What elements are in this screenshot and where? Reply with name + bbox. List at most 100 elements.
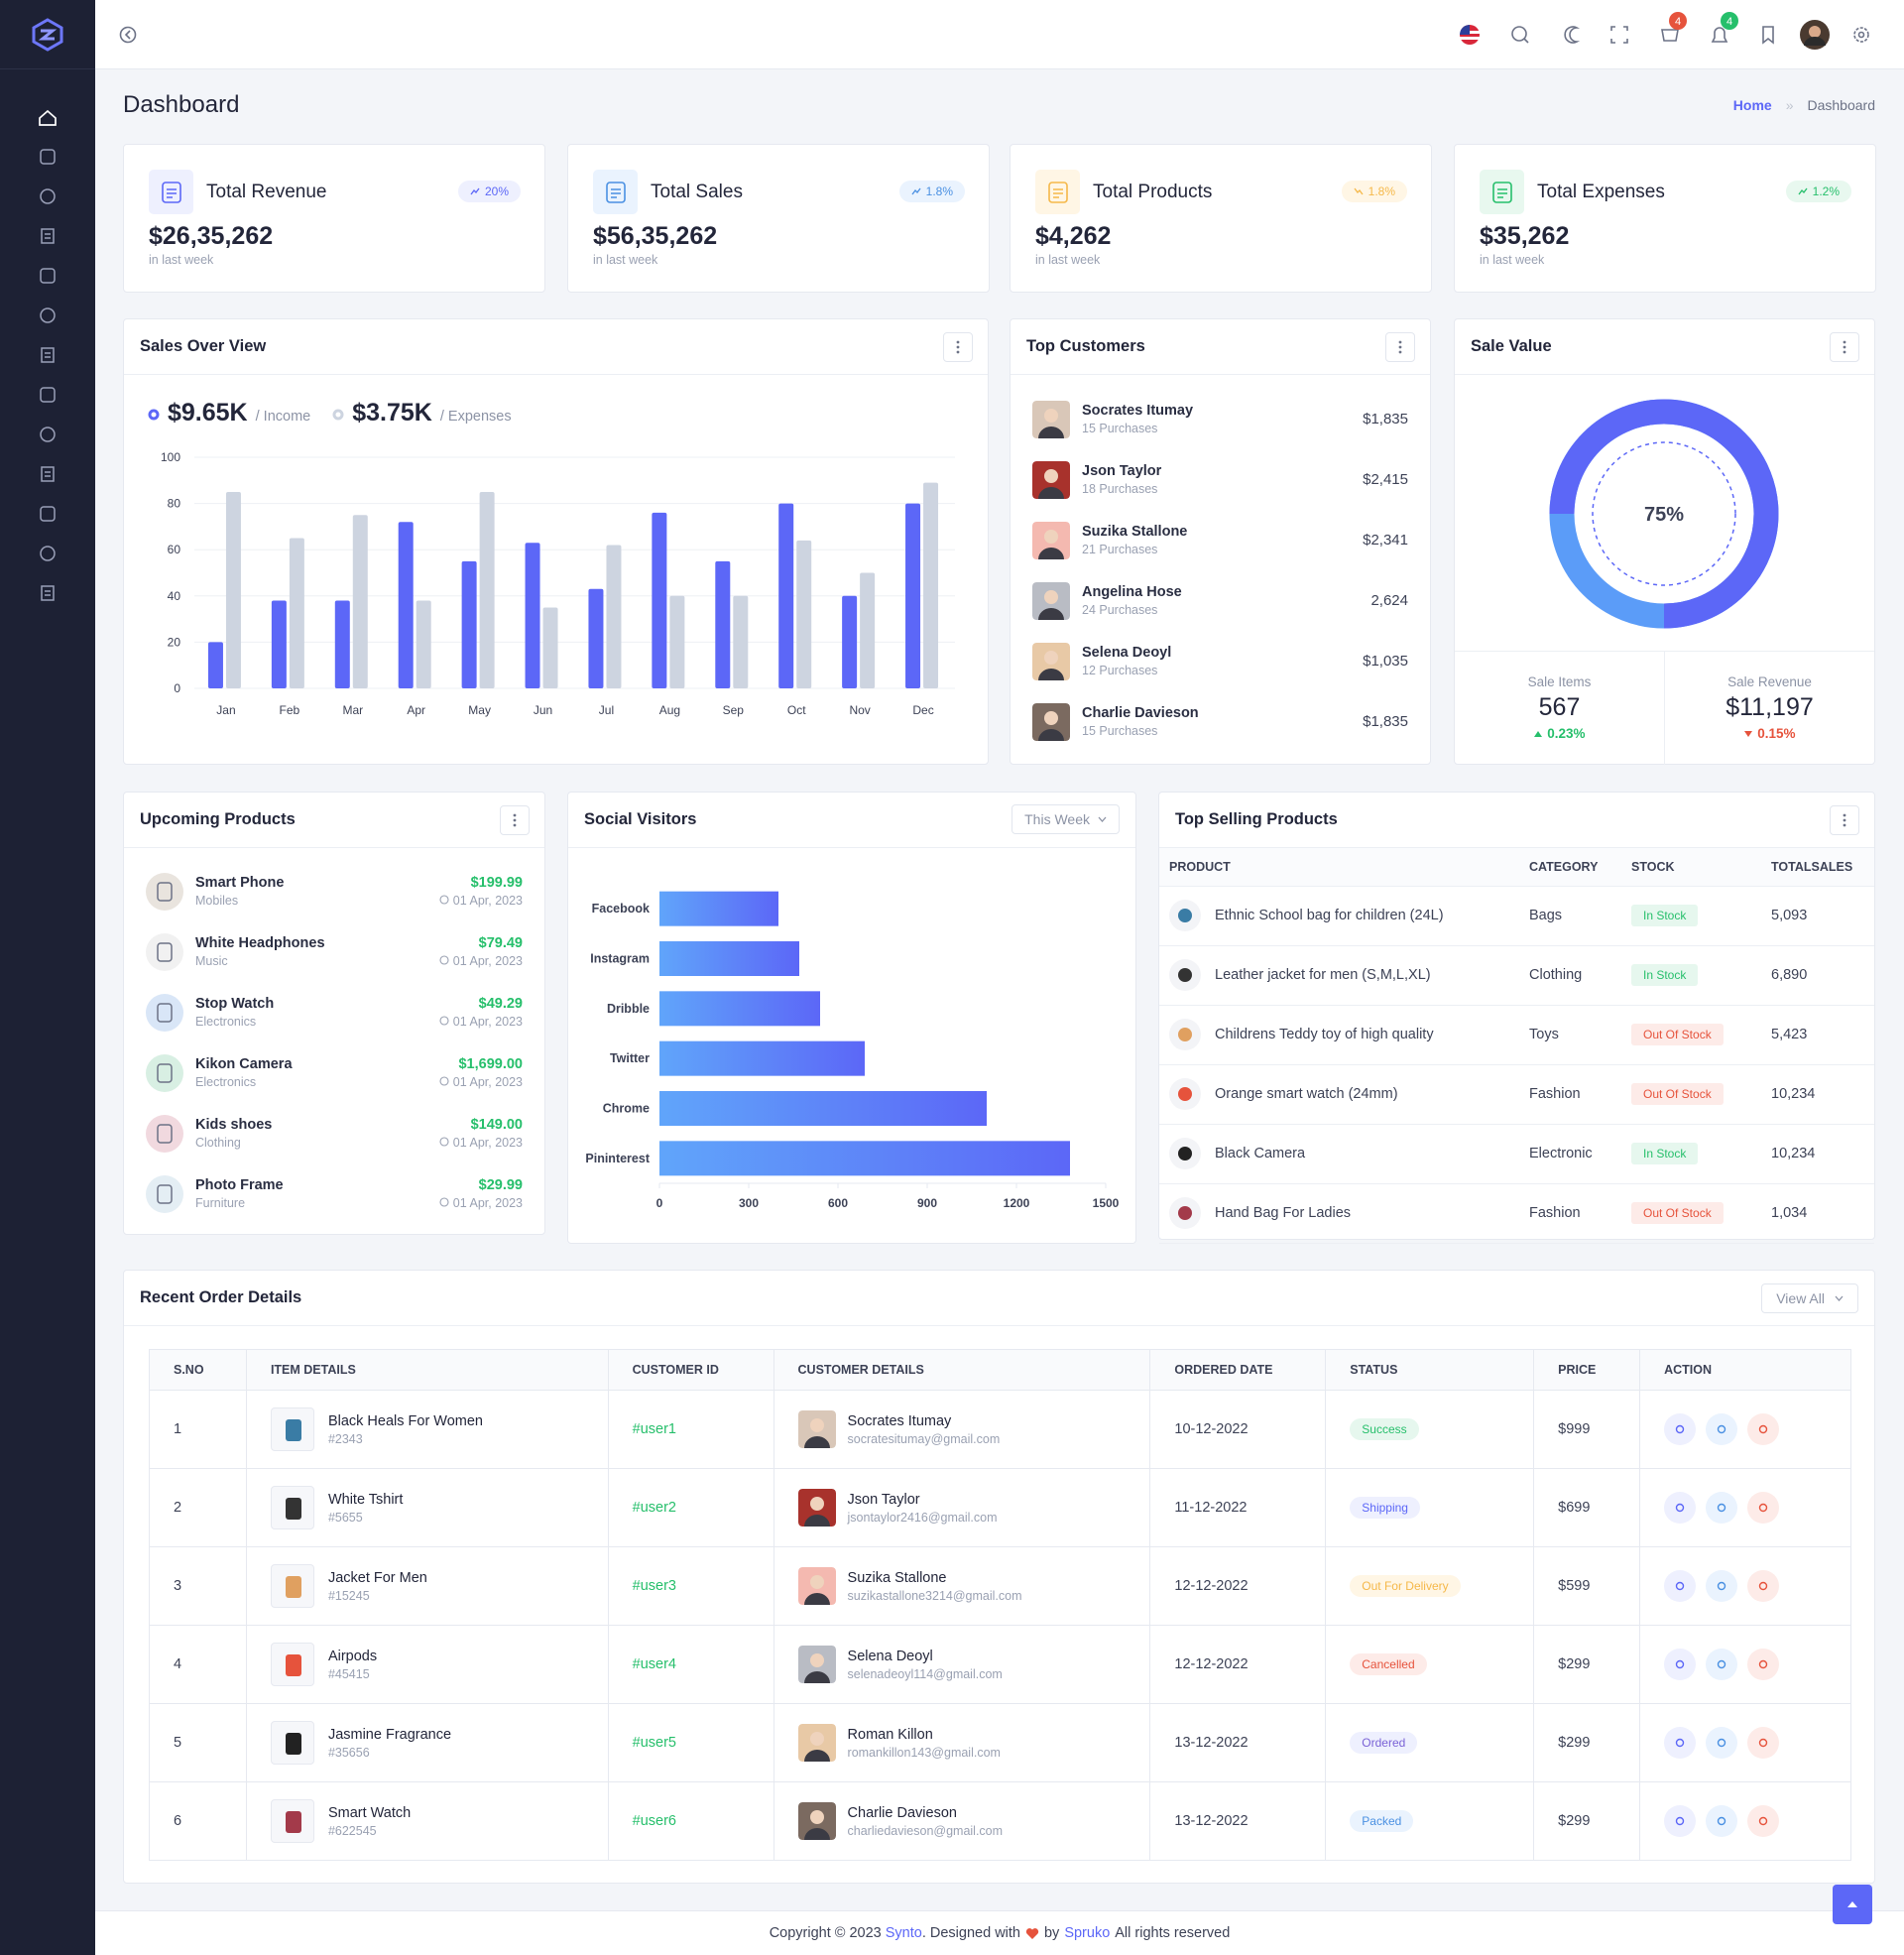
product-image bbox=[146, 1053, 183, 1092]
scroll-top-button[interactable] bbox=[1833, 1885, 1872, 1924]
item-image bbox=[285, 1811, 301, 1833]
clock-face bbox=[439, 1016, 449, 1026]
edit-button[interactable] bbox=[1706, 1492, 1738, 1524]
item-name: Airpods bbox=[327, 1648, 378, 1664]
card-title: Recent Order Details bbox=[140, 1288, 302, 1306]
sidebar-icon[interactable] bbox=[0, 494, 95, 534]
delete-button[interactable] bbox=[1747, 1649, 1780, 1680]
footer-link[interactable]: Synto bbox=[885, 1925, 922, 1941]
delete-button[interactable] bbox=[1747, 1805, 1780, 1837]
bookmark-icon[interactable] bbox=[1762, 26, 1774, 45]
logo[interactable] bbox=[0, 0, 95, 69]
user-avatar[interactable] bbox=[1800, 20, 1830, 50]
filter-dropdown[interactable]: This Week bbox=[1012, 804, 1120, 834]
y-tick-label: 60 bbox=[168, 543, 181, 556]
card-menu[interactable] bbox=[943, 332, 973, 362]
card-menu[interactable] bbox=[1385, 332, 1415, 362]
action-glyph bbox=[1717, 1581, 1726, 1591]
delete-button[interactable] bbox=[1747, 1570, 1780, 1602]
customer-cell: Charlie Davieson charliedavieson@gmail.co… bbox=[797, 1802, 1150, 1840]
serial-number: 5 bbox=[149, 1703, 247, 1782]
stat-icon bbox=[593, 170, 638, 214]
view-button[interactable] bbox=[1664, 1805, 1697, 1837]
action-glyph bbox=[1758, 1581, 1768, 1591]
column-header: ACTION bbox=[1639, 1349, 1851, 1391]
view-button[interactable] bbox=[1664, 1649, 1697, 1680]
avatar-body bbox=[803, 1828, 830, 1840]
sidebar-icon[interactable] bbox=[0, 216, 95, 256]
card-menu[interactable] bbox=[500, 805, 530, 835]
total-sales: 5,093 bbox=[1771, 908, 1808, 923]
cart-icon[interactable]: 4 bbox=[1661, 12, 1687, 42]
edit-button[interactable] bbox=[1706, 1649, 1738, 1680]
trend-icon bbox=[1798, 187, 1808, 195]
view-button[interactable] bbox=[1664, 1727, 1697, 1759]
card-menu[interactable] bbox=[1830, 332, 1859, 362]
menu-dots bbox=[513, 813, 517, 827]
sidebar-icon[interactable] bbox=[0, 335, 95, 375]
notifications-badge: 4 bbox=[1726, 16, 1732, 28]
sidebar-icon[interactable] bbox=[0, 177, 95, 216]
legend-item: $3.75K / Expenses bbox=[332, 399, 512, 428]
icon-shape bbox=[40, 188, 56, 204]
column-header: STATUS bbox=[1325, 1349, 1535, 1391]
card-menu[interactable] bbox=[1830, 805, 1859, 835]
item-id: #622545 bbox=[327, 1823, 377, 1838]
edit-button[interactable] bbox=[1706, 1570, 1738, 1602]
menu-toggle[interactable] bbox=[119, 26, 137, 44]
x-tick-label: Apr bbox=[407, 703, 425, 717]
footer-link[interactable]: Spruko bbox=[1064, 1925, 1111, 1941]
product-name: Hand Bag For Ladies bbox=[1215, 1204, 1352, 1221]
sidebar-icon[interactable] bbox=[0, 137, 95, 177]
breadcrumb-link[interactable]: Home bbox=[1732, 97, 1772, 113]
column-header: ITEM DETAILS bbox=[245, 1349, 609, 1391]
sidebar-icon[interactable] bbox=[0, 256, 95, 296]
y-tick-label: Chrome bbox=[603, 1102, 650, 1116]
edit-button[interactable] bbox=[1706, 1413, 1738, 1445]
sidebar-icon[interactable] bbox=[0, 97, 95, 137]
customer-id: #user4 bbox=[607, 1625, 774, 1704]
view-button[interactable] bbox=[1664, 1413, 1697, 1445]
order-date: 10-12-2022 bbox=[1149, 1390, 1327, 1469]
action-icon bbox=[1717, 1738, 1726, 1748]
sidebar-icon[interactable] bbox=[0, 454, 95, 494]
theme-icon[interactable] bbox=[1564, 26, 1578, 44]
avatar-body bbox=[803, 1436, 830, 1448]
bar bbox=[669, 595, 685, 688]
bar bbox=[479, 491, 495, 688]
stock-badge: Out Of Stock bbox=[1631, 1083, 1724, 1105]
stat-value: $35,262 bbox=[1480, 222, 1570, 250]
notifications-icon[interactable]: 4 bbox=[1711, 12, 1738, 43]
sidebar-icon[interactable] bbox=[0, 534, 95, 573]
view-button[interactable] bbox=[1664, 1492, 1697, 1524]
bar bbox=[225, 491, 241, 688]
customer-name: Charlie Davieson bbox=[847, 1804, 957, 1821]
avatar bbox=[797, 1489, 836, 1527]
view-button[interactable] bbox=[1664, 1570, 1697, 1602]
avatar-head bbox=[1044, 408, 1058, 423]
sidebar-icon[interactable] bbox=[0, 573, 95, 613]
delete-button[interactable] bbox=[1747, 1727, 1780, 1759]
column-header: CUSTOMER DETAILS bbox=[773, 1349, 1151, 1391]
sidebar-icon[interactable] bbox=[0, 375, 95, 415]
table-row: Childrens Teddy toy of high quality Toys O… bbox=[1159, 1005, 1874, 1065]
edit-button[interactable] bbox=[1706, 1805, 1738, 1837]
customer-info: Angelina Hose 24 Purchases bbox=[1082, 584, 1182, 617]
product-category: Clothing bbox=[195, 1136, 241, 1150]
customer-email: charliedavieson@gmail.com bbox=[847, 1823, 1004, 1838]
view-all-button[interactable]: View All bbox=[1761, 1283, 1858, 1313]
item-thumbnail bbox=[270, 1643, 314, 1686]
delete-button[interactable] bbox=[1747, 1492, 1780, 1524]
action-icon bbox=[1675, 1503, 1685, 1513]
clock-icon bbox=[439, 895, 449, 905]
product-row: Smart Phone Mobiles $199.99 01 Apr, 2023 bbox=[146, 861, 523, 921]
sidebar-icon[interactable] bbox=[0, 415, 95, 454]
language-flag[interactable] bbox=[1460, 25, 1480, 45]
search-icon[interactable] bbox=[1511, 26, 1529, 44]
sidebar-icon[interactable] bbox=[0, 296, 95, 335]
edit-button[interactable] bbox=[1706, 1727, 1738, 1759]
fullscreen-icon[interactable] bbox=[1610, 26, 1628, 44]
delete-button[interactable] bbox=[1747, 1413, 1780, 1445]
item-name: White Tshirt bbox=[327, 1491, 404, 1508]
settings-icon[interactable] bbox=[1853, 27, 1869, 43]
